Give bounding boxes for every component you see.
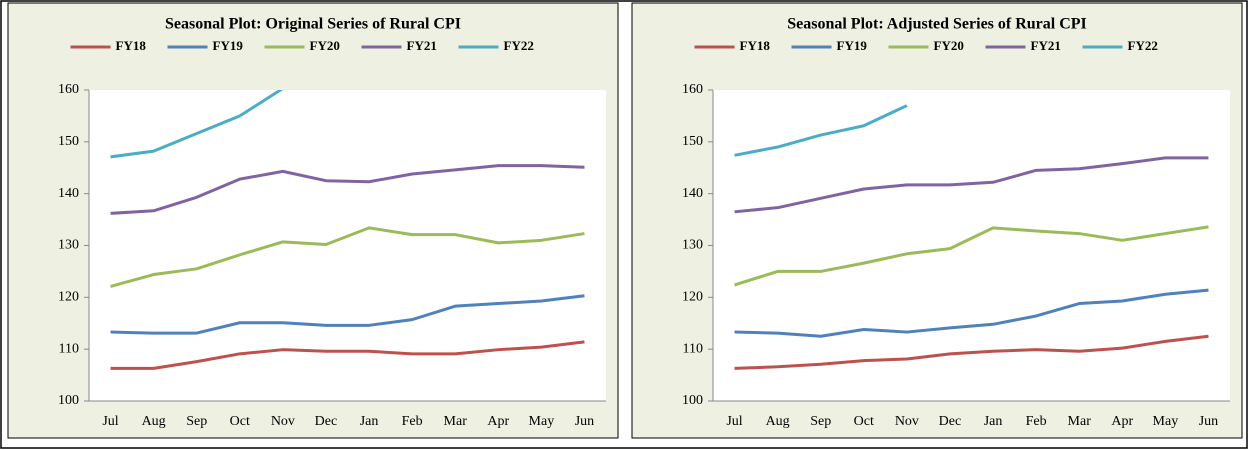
x-tick-label: Oct — [854, 414, 874, 429]
series-line — [110, 164, 585, 215]
x-tick-label: Feb — [402, 414, 423, 429]
y-tick-label: 100 — [58, 393, 79, 408]
x-tick-label: Nov — [895, 414, 919, 429]
legend-label: FY21 — [407, 38, 437, 53]
legend-label: FY22 — [1128, 38, 1158, 53]
legend-label: FY20 — [934, 38, 964, 53]
legend-label: FY21 — [1031, 38, 1061, 53]
x-tick-label: Jan — [360, 414, 379, 429]
y-tick-label: 160 — [682, 82, 703, 97]
y-tick-label: 120 — [682, 290, 703, 305]
y-tick-label: 120 — [58, 290, 79, 305]
x-tick-label: Aug — [142, 414, 166, 429]
x-tick-label: Oct — [230, 414, 250, 429]
series-line — [734, 288, 1209, 338]
x-tick-label: Sep — [186, 414, 207, 429]
legend-label: FY22 — [504, 38, 534, 53]
x-tick-label: Jun — [1199, 414, 1218, 429]
series-line — [110, 294, 585, 335]
x-tick-label: Dec — [939, 414, 962, 429]
y-tick-label: 160 — [58, 82, 79, 97]
legend-label: FY20 — [310, 38, 340, 53]
legend-label: FY18 — [740, 38, 771, 53]
y-tick-label: 130 — [682, 238, 703, 253]
legend-label: FY19 — [837, 38, 868, 53]
x-tick-label: Aug — [766, 414, 790, 429]
chart-title: Seasonal Plot: Original Series of Rural … — [165, 16, 461, 33]
chart-title: Seasonal Plot: Adjusted Series of Rural … — [787, 16, 1087, 33]
series-line — [734, 156, 1209, 214]
y-tick-label: 100 — [682, 393, 703, 408]
x-tick-label: Feb — [1026, 414, 1047, 429]
x-tick-label: Mar — [1068, 414, 1092, 429]
plot-area — [713, 90, 1230, 401]
series-line — [110, 340, 585, 370]
series-line — [110, 226, 585, 288]
x-tick-label: Apr — [487, 414, 509, 429]
y-tick-label: 130 — [58, 238, 79, 253]
y-tick-label: 110 — [59, 341, 79, 356]
series-line — [734, 225, 1209, 287]
x-tick-label: Jul — [726, 414, 742, 429]
y-tick-label: 110 — [683, 341, 703, 356]
series-line — [734, 104, 908, 157]
series-line — [734, 334, 1209, 370]
x-tick-label: Mar — [444, 414, 468, 429]
x-tick-label: Jan — [984, 414, 1003, 429]
y-tick-label: 140 — [682, 186, 703, 201]
x-tick-label: Nov — [271, 414, 295, 429]
series-line — [110, 90, 284, 159]
y-tick-label: 140 — [58, 186, 79, 201]
x-tick-label: Dec — [315, 414, 338, 429]
x-tick-label: May — [1153, 414, 1179, 429]
legend-label: FY19 — [213, 38, 244, 53]
x-tick-label: Jun — [575, 414, 594, 429]
x-tick-label: May — [529, 414, 555, 429]
x-tick-label: Apr — [1111, 414, 1133, 429]
legend-label: FY18 — [116, 38, 147, 53]
y-tick-label: 150 — [58, 134, 79, 149]
x-tick-label: Sep — [810, 414, 831, 429]
y-tick-label: 150 — [682, 134, 703, 149]
x-tick-label: Jul — [102, 414, 118, 429]
plot-area — [89, 90, 606, 401]
